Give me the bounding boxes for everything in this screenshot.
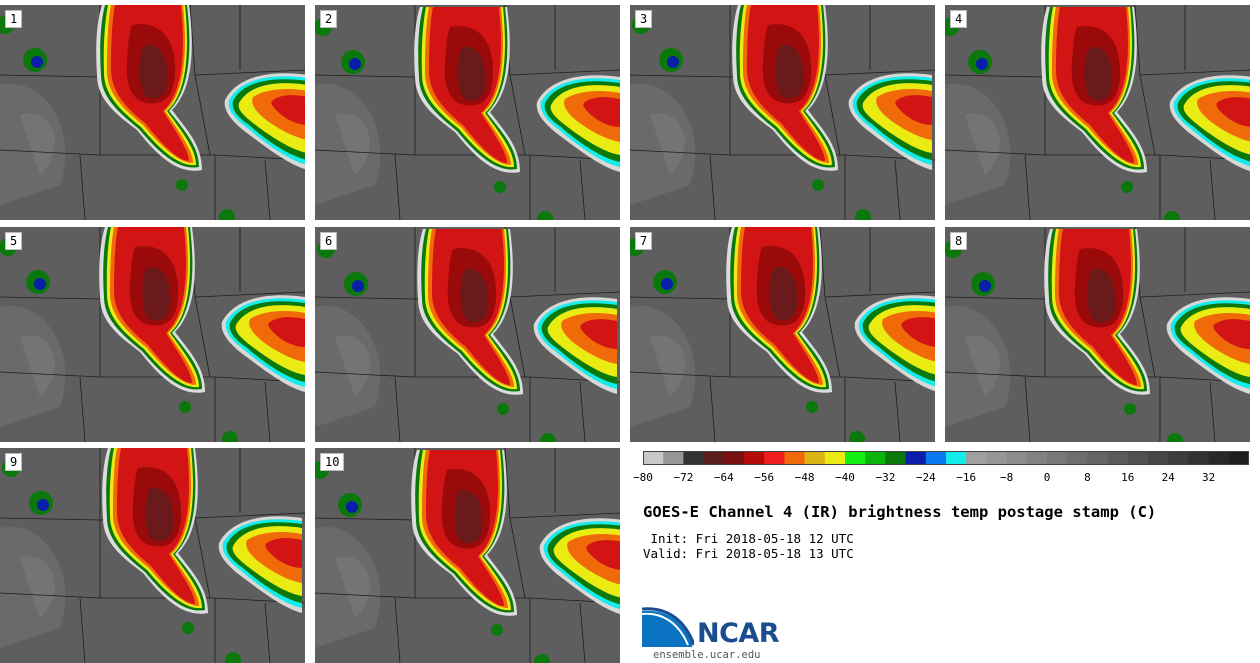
colorbar-bin bbox=[925, 451, 947, 465]
panel-member-label: 2 bbox=[320, 10, 338, 28]
colorbar-bin bbox=[986, 451, 1008, 465]
ir-map bbox=[315, 227, 620, 442]
ir-map bbox=[630, 227, 935, 442]
postage-stamp-panel: 5 bbox=[0, 227, 305, 442]
colorbar-bin bbox=[1067, 451, 1088, 465]
colorbar-bin bbox=[643, 451, 664, 465]
colorbar-bin bbox=[845, 451, 866, 465]
logo-url: ensemble.ucar.edu bbox=[653, 649, 761, 661]
postage-stamp-panel: 2 bbox=[315, 5, 620, 220]
colorbar-bin bbox=[804, 451, 826, 465]
valid-time: Valid: Fri 2018-05-18 13 UTC bbox=[643, 546, 854, 561]
postage-stamp-panel: 9 bbox=[0, 448, 305, 663]
colorbar-tick-label: −8 bbox=[999, 471, 1014, 484]
ncar-logo-text: NCAR bbox=[697, 618, 780, 649]
panel-member-label: 3 bbox=[635, 10, 653, 28]
colorbar-tick-label: 32 bbox=[1201, 471, 1216, 484]
colorbar-tick-label: −40 bbox=[835, 471, 855, 484]
panel-member-label: 7 bbox=[635, 232, 653, 250]
colorbar-bin bbox=[1148, 451, 1169, 465]
colorbar-tick-label: 16 bbox=[1121, 471, 1135, 484]
ir-map bbox=[945, 227, 1250, 442]
postage-stamp-panel: 1 bbox=[0, 5, 305, 220]
colorbar-bin bbox=[1026, 451, 1048, 465]
colorbar-bin bbox=[966, 451, 987, 465]
panel-member-label: 10 bbox=[320, 453, 345, 471]
colorbar-tick-label: 24 bbox=[1161, 471, 1175, 484]
colorbar-bin bbox=[1107, 451, 1129, 465]
colorbar bbox=[643, 451, 1249, 465]
colorbar-bin bbox=[723, 451, 745, 465]
panel-member-label: 9 bbox=[5, 453, 23, 471]
colorbar-bin bbox=[824, 451, 846, 465]
colorbar-tick-label: −80 bbox=[633, 471, 653, 484]
colorbar-bin bbox=[683, 451, 705, 465]
colorbar-tick-label: −16 bbox=[956, 471, 977, 484]
colorbar-bin bbox=[885, 451, 907, 465]
panel-member-label: 5 bbox=[5, 232, 23, 250]
ir-map bbox=[0, 5, 305, 220]
colorbar-bin bbox=[663, 451, 684, 465]
colorbar-bin bbox=[946, 451, 967, 465]
postage-stamp-panel: 8 bbox=[945, 227, 1250, 442]
postage-stamp-panel: 6 bbox=[315, 227, 620, 442]
colorbar-bin bbox=[703, 451, 725, 465]
colorbar-tick-label: 0 bbox=[1043, 471, 1051, 484]
panel-member-label: 4 bbox=[950, 10, 968, 28]
ir-map bbox=[0, 227, 305, 442]
panel-member-label: 1 bbox=[5, 10, 23, 28]
colorbar-tick-label: −56 bbox=[754, 471, 775, 484]
panel-member-label: 6 bbox=[320, 232, 338, 250]
postage-stamp-panel: 10 bbox=[315, 448, 620, 663]
colorbar-bin bbox=[1228, 451, 1249, 465]
colorbar-tick-label: −24 bbox=[915, 471, 936, 484]
figure-title: GOES-E Channel 4 (IR) brightness temp po… bbox=[643, 503, 1157, 521]
colorbar-bin bbox=[764, 451, 785, 465]
ir-map bbox=[315, 5, 620, 220]
colorbar-tick-label: 8 bbox=[1084, 471, 1091, 484]
colorbar-bin bbox=[784, 451, 806, 465]
colorbar-bin bbox=[905, 451, 927, 465]
colorbar-tick-label: −72 bbox=[673, 471, 694, 484]
colorbar-bin bbox=[865, 451, 886, 465]
colorbar-bin bbox=[1188, 451, 1210, 465]
panel-member-label: 8 bbox=[950, 232, 968, 250]
colorbar-tick-label: −48 bbox=[794, 471, 815, 484]
colorbar-bin bbox=[1208, 451, 1230, 465]
postage-stamp-panel: 3 bbox=[630, 5, 935, 220]
colorbar-bin bbox=[1087, 451, 1109, 465]
postage-stamp-panel: 7 bbox=[630, 227, 935, 442]
colorbar-bin bbox=[744, 451, 765, 465]
init-time: Init: Fri 2018-05-18 12 UTC bbox=[643, 531, 854, 546]
ir-map bbox=[945, 5, 1250, 220]
ncar-logo-icon bbox=[642, 607, 694, 647]
colorbar-tick-label: −64 bbox=[713, 471, 734, 484]
colorbar-bin bbox=[1047, 451, 1068, 465]
colorbar-bin bbox=[1006, 451, 1028, 465]
colorbar-bin bbox=[1168, 451, 1189, 465]
colorbar-tick-label: −32 bbox=[875, 471, 896, 484]
ir-map bbox=[0, 448, 305, 663]
colorbar-bin bbox=[1127, 451, 1149, 465]
postage-stamp-panel: 4 bbox=[945, 5, 1250, 220]
ir-map bbox=[315, 448, 620, 663]
ir-map bbox=[630, 5, 935, 220]
